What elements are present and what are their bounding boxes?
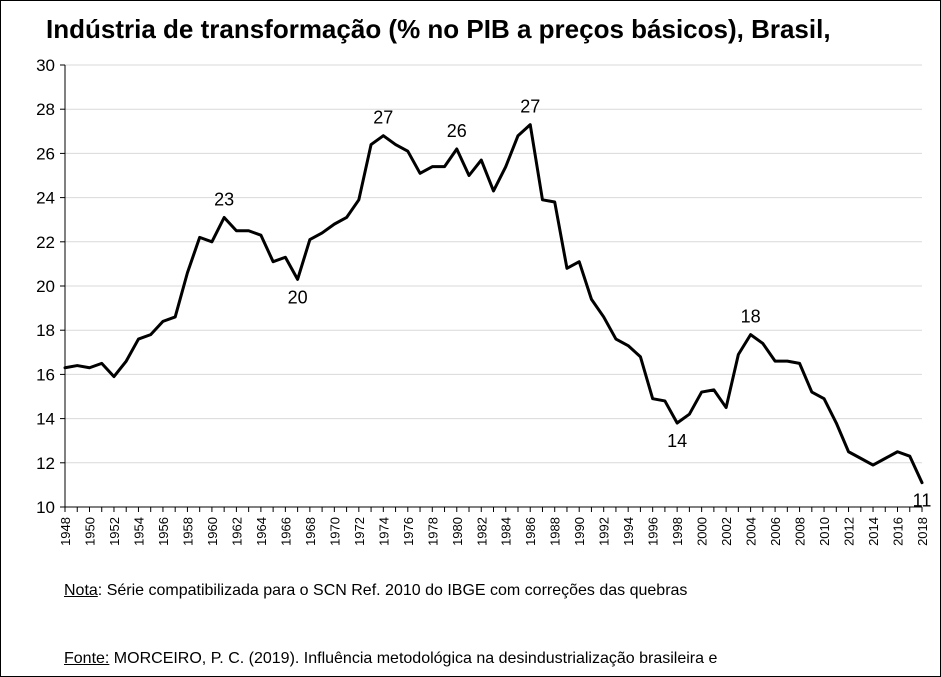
source-prefix: Fonte: <box>64 650 110 667</box>
gridlines <box>65 64 922 464</box>
x-tick-label: 2012 <box>842 517 857 546</box>
x-tick-label: 1952 <box>107 517 122 546</box>
data-label: 26 <box>447 121 467 141</box>
y-tick-label: 18 <box>36 321 55 340</box>
data-label: 11 <box>913 491 932 511</box>
note-body: : Série compatibilizada para o SCN Ref. … <box>97 582 688 599</box>
y-tick-labels: 10 12 14 16 18 20 22 24 26 28 30 <box>36 56 55 517</box>
x-tick-label: 1960 <box>205 517 220 546</box>
y-tick-label: 20 <box>36 277 55 296</box>
y-tick-label: 10 <box>36 498 55 517</box>
x-tick-label: 1964 <box>254 517 269 546</box>
x-tick-label: 1948 <box>58 517 73 546</box>
y-tick-label: 22 <box>36 233 55 252</box>
source-body: MORCEIRO, P. C. (2019). Influência metod… <box>109 650 718 667</box>
x-tick-label: 2008 <box>793 517 808 546</box>
x-tick-label: 2018 <box>915 517 930 546</box>
x-tick-label: 1956 <box>156 517 171 546</box>
data-label: 20 <box>288 287 308 307</box>
data-label: 23 <box>214 189 234 209</box>
x-tick-label: 1966 <box>278 517 293 546</box>
x-tick-label: 2014 <box>866 517 881 546</box>
y-tick-label: 14 <box>36 410 55 429</box>
y-tick-label: 26 <box>36 144 55 163</box>
source-text: Fonte: MORCEIRO, P. C. (2019). Influênci… <box>64 650 717 668</box>
y-tick-label: 16 <box>36 365 55 384</box>
x-tick-label: 1976 <box>401 517 416 546</box>
chart-title: Indústria de transformação (% no PIB a p… <box>46 14 831 44</box>
x-tick-label: 1986 <box>523 517 538 546</box>
series-lines <box>63 123 924 485</box>
x-tick-label: 2016 <box>891 517 906 546</box>
x-tick-label: 2004 <box>744 517 759 546</box>
data-label: 27 <box>373 108 393 128</box>
data-label: 18 <box>741 307 761 327</box>
x-tick-labels: 1948 1950 1952 1954 1956 1958 1960 1962 1964 1966… <box>58 517 930 546</box>
x-tick-label: 1984 <box>499 517 514 546</box>
y-tick-label: 12 <box>36 454 55 473</box>
x-tick-label: 1994 <box>621 517 636 546</box>
x-tick-label: 2006 <box>768 517 783 546</box>
x-tick-label: 1998 <box>670 517 685 546</box>
x-tick-label: 1970 <box>327 517 342 546</box>
x-tick-label: 1974 <box>376 517 391 546</box>
x-tick-label: 1990 <box>572 517 587 546</box>
x-tick-label: 1992 <box>597 517 612 546</box>
x-tick-label: 2002 <box>719 517 734 546</box>
x-tick-label: 1954 <box>131 517 146 546</box>
note-text: Nota: Série compatibilizada para o SCN R… <box>64 582 687 600</box>
x-tick-label: 1962 <box>229 517 244 546</box>
x-tick-label: 1982 <box>474 517 489 546</box>
y-tick-label: 30 <box>36 56 55 75</box>
x-tick-label: 1958 <box>180 517 195 546</box>
x-tick-label: 1972 <box>352 517 367 546</box>
x-tick-label: 1980 <box>450 517 465 546</box>
data-labels: 23 20 27 26 27 14 18 11 <box>214 97 931 511</box>
x-tick-label: 2000 <box>695 517 710 546</box>
x-tick-label: 1996 <box>646 517 661 546</box>
axes <box>60 64 923 512</box>
x-tick-label: 1968 <box>303 517 318 546</box>
note-prefix: Nota <box>64 582 98 599</box>
y-tick-label: 28 <box>36 100 55 119</box>
x-tick-label: 1978 <box>425 517 440 546</box>
y-tick-label: 24 <box>36 189 55 208</box>
series-line <box>63 123 924 485</box>
x-tick-label: 1988 <box>548 517 563 546</box>
data-label: 14 <box>667 431 687 451</box>
x-tick-label: 1950 <box>82 517 97 546</box>
x-tick-label: 2010 <box>817 517 832 546</box>
data-label: 27 <box>520 97 540 117</box>
